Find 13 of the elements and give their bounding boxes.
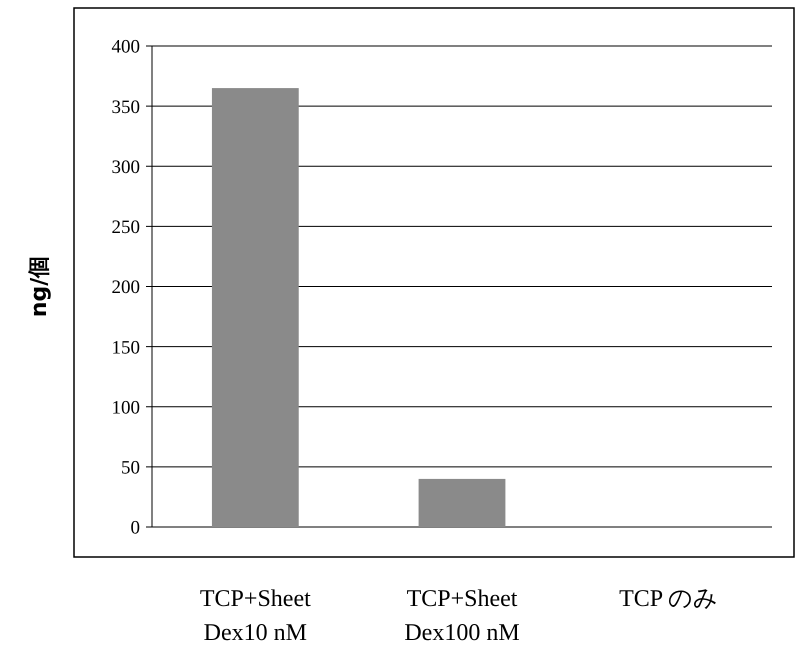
y-tick-label: 200 [112,277,140,298]
y-tick-label: 350 [112,96,140,118]
y-tick-label: 300 [112,156,140,178]
x-tick-label: TCP+Sheet Dex100 nM [404,586,520,646]
y-tick-label: 400 [112,36,140,58]
y-tick-label: 0 [130,518,140,539]
y-tick-label: 250 [112,217,140,238]
y-axis-title: ng/個 [27,256,52,318]
y-tick-label: 100 [112,397,140,418]
x-tick-label: TCP+Sheet Dex10 nM [200,586,312,646]
y-tick-label: 150 [112,337,140,358]
x-tick-label: TCP のみ [619,586,718,612]
y-tick-label: 50 [121,458,140,479]
